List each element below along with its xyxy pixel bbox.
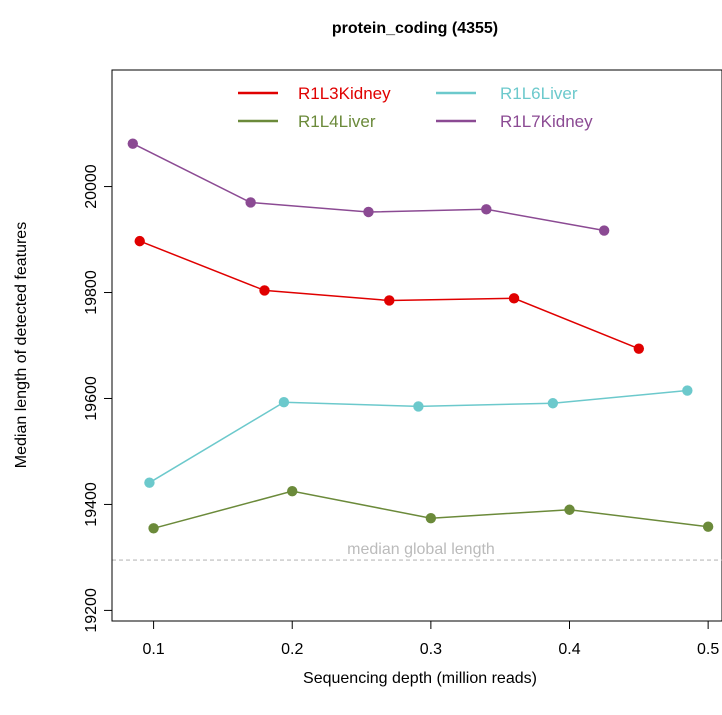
series-layer bbox=[127, 138, 714, 534]
data-point bbox=[287, 485, 298, 497]
x-tick-label: 0.1 bbox=[142, 641, 164, 658]
legend-item-R1L7Kidney: R1L7Kidney bbox=[436, 112, 593, 131]
y-axis-label: Median length of detected features bbox=[13, 222, 30, 468]
legend-item-R1L3Kidney: R1L3Kidney bbox=[238, 84, 391, 103]
data-point bbox=[363, 206, 374, 218]
x-axis-label: Sequencing depth (million reads) bbox=[303, 670, 537, 687]
y-tick-label: 20000 bbox=[83, 164, 100, 209]
legend-item-R1L4Liver: R1L4Liver bbox=[238, 112, 376, 131]
x-tick-label: 0.4 bbox=[558, 641, 580, 658]
legend-label: R1L6Liver bbox=[500, 84, 578, 103]
legend: R1L3Kidney R1L4Liver R1L6Liver R1L7Kidney bbox=[238, 84, 593, 131]
data-point bbox=[425, 513, 437, 524]
x-axis: 0.1 0.2 0.3 0.4 0.5 bbox=[142, 620, 719, 658]
data-point bbox=[413, 401, 424, 412]
series-R1L6Liver bbox=[144, 385, 693, 488]
data-point bbox=[278, 396, 290, 408]
series-R1L4Liver bbox=[148, 485, 714, 534]
series-line bbox=[139, 240, 640, 350]
reference-line-label: median global length bbox=[347, 541, 495, 558]
data-point bbox=[682, 385, 693, 396]
data-point bbox=[508, 293, 520, 304]
data-point bbox=[564, 504, 575, 515]
data-point bbox=[134, 235, 145, 247]
data-point bbox=[384, 295, 395, 306]
series-R1L3Kidney bbox=[134, 235, 645, 354]
y-tick-label: 19800 bbox=[83, 270, 100, 315]
x-tick-label: 0.3 bbox=[420, 641, 442, 658]
data-point bbox=[481, 204, 492, 215]
x-tick-label: 0.5 bbox=[697, 641, 719, 658]
data-point bbox=[144, 477, 155, 488]
x-tick-label: 0.2 bbox=[281, 641, 303, 658]
data-point bbox=[598, 225, 610, 236]
y-tick-label: 19600 bbox=[83, 376, 100, 421]
data-point bbox=[702, 521, 714, 532]
data-point bbox=[245, 197, 256, 208]
legend-label: R1L3Kidney bbox=[298, 84, 391, 103]
data-point bbox=[633, 343, 645, 354]
y-tick-label: 19200 bbox=[83, 588, 100, 633]
series-line bbox=[132, 142, 605, 232]
chart-title: protein_coding (4355) bbox=[332, 20, 498, 37]
y-axis: 19200 19400 19600 19800 20000 bbox=[83, 164, 113, 633]
data-point bbox=[259, 285, 270, 296]
series-R1L7Kidney bbox=[127, 138, 610, 236]
legend-label: R1L7Kidney bbox=[500, 112, 593, 131]
data-point bbox=[148, 523, 159, 534]
y-tick-label: 19400 bbox=[83, 482, 100, 527]
legend-label: R1L4Liver bbox=[298, 112, 376, 131]
data-point bbox=[127, 138, 138, 149]
data-point bbox=[547, 398, 559, 409]
legend-item-R1L6Liver: R1L6Liver bbox=[436, 84, 578, 103]
reference-layer: median global length bbox=[112, 541, 722, 561]
